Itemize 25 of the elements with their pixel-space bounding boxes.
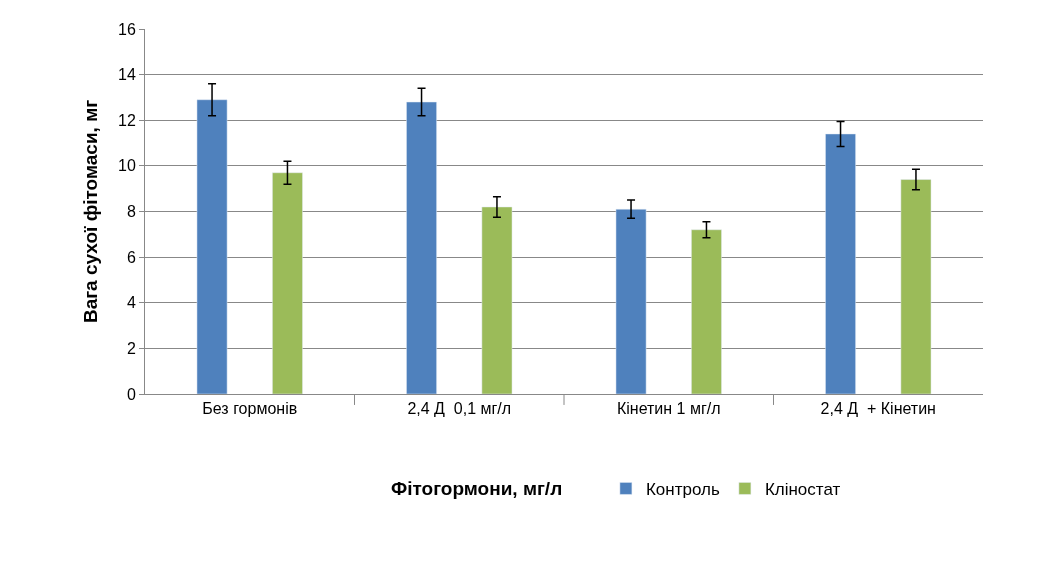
- bar: [272, 172, 303, 394]
- y-tick-label: 14: [118, 66, 136, 84]
- bar: [691, 229, 722, 394]
- bar: [900, 179, 932, 394]
- x-tick-label: 2,4 Д 0,1 мг/л: [407, 400, 512, 418]
- bar: [825, 133, 856, 394]
- y-tick-label: 16: [118, 20, 136, 38]
- y-tick-label: 4: [126, 294, 136, 312]
- y-tick-label: 8: [126, 203, 136, 221]
- y-tick-label: 2: [126, 339, 136, 357]
- y-tick-label: 6: [126, 248, 136, 266]
- x-axis-title: Фітогормони, мг/л: [391, 478, 563, 499]
- legend-label: Контроль: [645, 480, 720, 500]
- x-tick-label: Без гормонів: [202, 400, 298, 418]
- bar: [406, 101, 437, 394]
- x-tick-label: Кінетин 1 мг/л: [616, 400, 721, 418]
- y-tick-label: 10: [118, 157, 136, 175]
- y-tick-label: 0: [126, 385, 136, 403]
- y-tick-label: 12: [118, 111, 136, 129]
- y-axis-title: Вага сухої фітомаси, мг: [79, 99, 101, 324]
- bar: [481, 206, 513, 394]
- bar: [615, 208, 647, 394]
- legend-label: Кліностат: [764, 480, 841, 500]
- bar: [196, 99, 228, 394]
- x-tick-label: 2,4 Д + Кінетин: [820, 400, 936, 418]
